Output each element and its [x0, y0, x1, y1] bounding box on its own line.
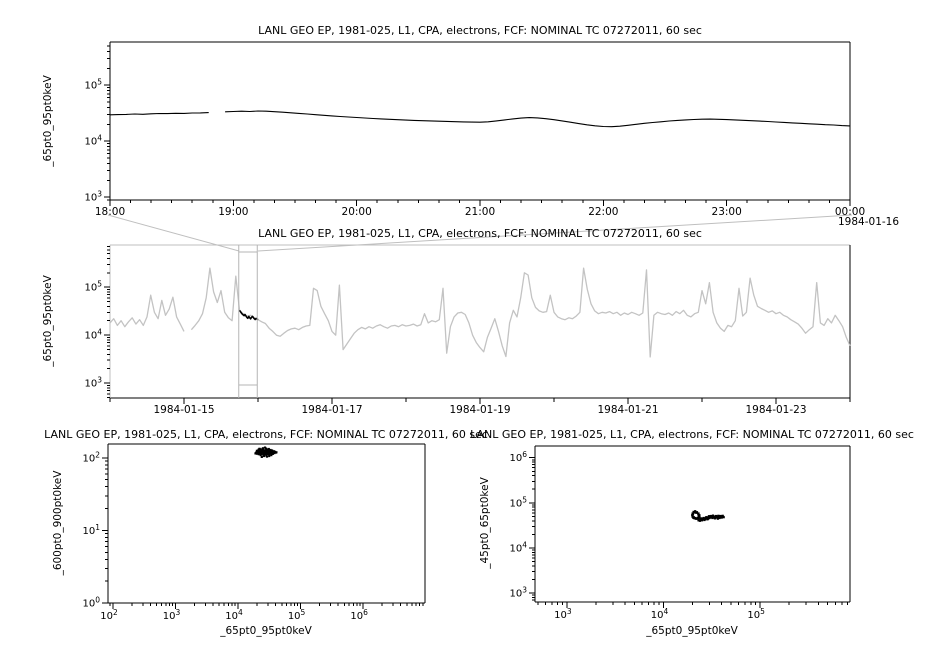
svg-text:102: 102 [82, 450, 100, 464]
svg-text:104: 104 [509, 540, 527, 554]
svg-text:1984-01-21: 1984-01-21 [597, 404, 658, 416]
plot2-title: LANL GEO EP, 1981-025, L1, CPA, electron… [258, 227, 702, 240]
svg-text:1984-01-15: 1984-01-15 [153, 404, 214, 416]
plot1-region[interactable] [110, 42, 850, 200]
svg-text:106: 106 [509, 450, 527, 464]
svg-text:104: 104 [651, 607, 669, 621]
svg-text:105: 105 [84, 78, 102, 92]
svg-text:103: 103 [509, 585, 527, 599]
svg-text:103: 103 [554, 607, 572, 621]
p3-scatter-600-900-vs-65-95-group: 100 101 102 102 103 104 105 106 [82, 443, 426, 622]
svg-text:1984-01-17: 1984-01-17 [301, 404, 362, 416]
plot3-title: LANL GEO EP, 1981-025, L1, CPA, electron… [44, 428, 488, 441]
svg-text:105: 105 [84, 280, 102, 294]
svg-text:20:00: 20:00 [342, 206, 372, 218]
plot2-y-axis-label: _65pt0_95pt0keV [42, 275, 54, 367]
svg-text:104: 104 [225, 608, 243, 622]
svg-text:102: 102 [100, 608, 118, 622]
p2-context-timeseries-series-1 [238, 309, 259, 321]
p1-zoom-timeseries-group: 103 104 105 18:00 19:00 20:00 21:00 22:00 23:00 0… [84, 41, 865, 218]
svg-text:18:00: 18:00 [95, 206, 125, 218]
plot3-y-axis-label: _600pt0_900pt0keV [52, 470, 64, 576]
svg-text:103: 103 [84, 376, 102, 390]
p2-context-timeseries-series-0 [109, 267, 851, 358]
p4-scatter-45-65-vs-65-95-points [691, 510, 725, 522]
svg-text:104: 104 [84, 328, 102, 342]
svg-text:22:00: 22:00 [588, 206, 618, 218]
svg-text:1984-01-19: 1984-01-19 [449, 404, 510, 416]
p4-scatter-45-65-vs-65-95-group: 103 104 105 106 103 104 105 [509, 445, 851, 621]
p1-zoom-timeseries-series-0 [109, 110, 851, 128]
plot4-region[interactable] [535, 446, 850, 602]
svg-text:104: 104 [84, 134, 102, 148]
plot1-date-label: 1984-01-16 [838, 216, 900, 228]
p2-context-timeseries-group: 103 104 105 1984-01-15 1984-01-17 1984-01-19 1… [84, 214, 853, 416]
svg-text:105: 105 [509, 495, 527, 509]
plot4-y-axis-label: _45pt0_65pt0keV [479, 477, 491, 569]
svg-text:105: 105 [747, 607, 765, 621]
plot2-region[interactable] [110, 245, 850, 398]
svg-text:100: 100 [82, 596, 100, 610]
svg-text:103: 103 [163, 608, 181, 622]
svg-text:21:00: 21:00 [465, 206, 495, 218]
svg-text:00:00: 00:00 [835, 206, 865, 218]
svg-text:19:00: 19:00 [218, 206, 248, 218]
plot4-title: LANL GEO EP, 1981-025, L1, CPA, electron… [470, 428, 914, 441]
plot3-region[interactable] [108, 444, 425, 603]
svg-text:23:00: 23:00 [712, 206, 742, 218]
svg-text:106: 106 [350, 608, 368, 622]
p3-scatter-600-900-vs-65-95-points [254, 446, 278, 458]
svg-text:103: 103 [84, 190, 102, 204]
plot1-y-axis-label: _65pt0_95pt0keV [42, 75, 54, 167]
svg-text:101: 101 [82, 523, 100, 537]
svg-text:105: 105 [288, 608, 306, 622]
plot3-x-axis-label: _65pt0_95pt0keV [220, 625, 312, 637]
svg-text:1984-01-23: 1984-01-23 [745, 404, 806, 416]
plot4-x-axis-label: _65pt0_95pt0keV [646, 625, 738, 637]
plot1-title: LANL GEO EP, 1981-025, L1, CPA, electron… [258, 24, 702, 37]
